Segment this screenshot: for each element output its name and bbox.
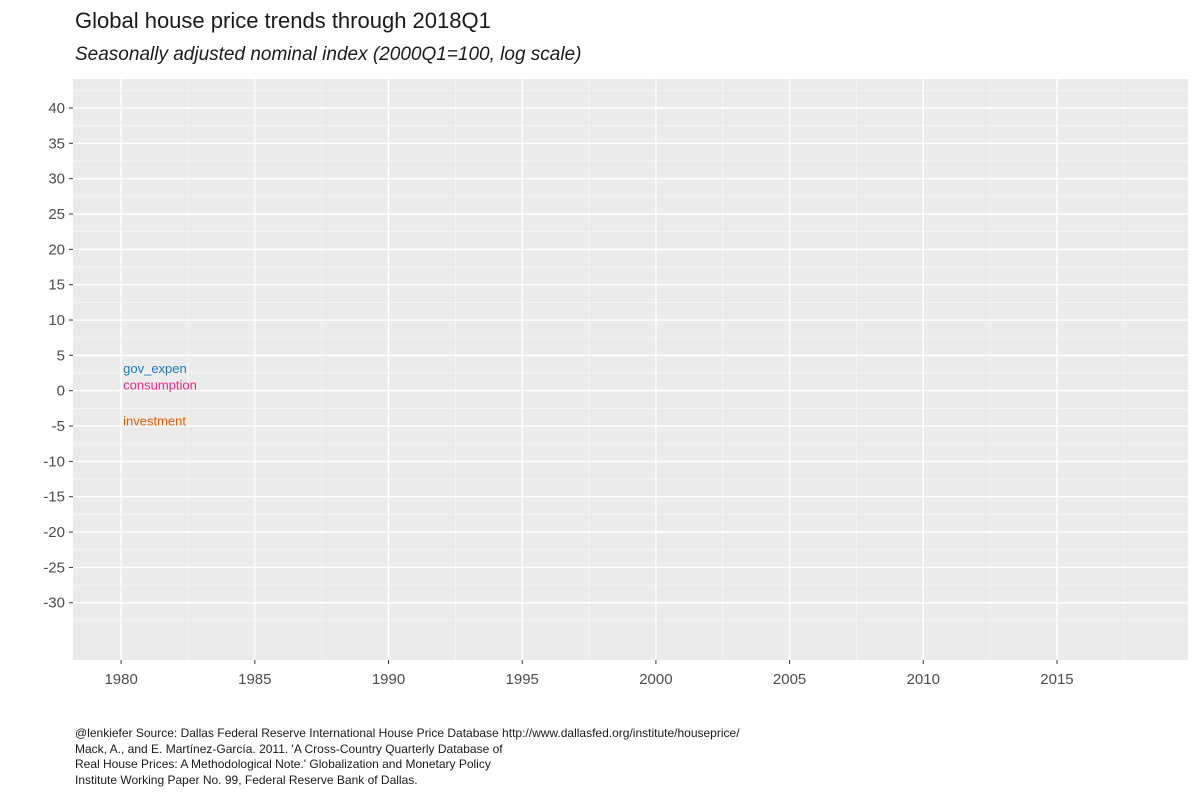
chart-subtitle: Seasonally adjusted nominal index (2000Q… (75, 44, 582, 65)
y-tick-label: 10 (48, 312, 65, 329)
x-tick-label: 2010 (907, 671, 940, 688)
x-tick-label: 1980 (104, 671, 137, 688)
chart-title: Global house price trends through 2018Q1 (75, 8, 491, 33)
caption-line: Mack, A., and E. Martínez-García. 2011. … (75, 741, 503, 756)
y-tick-label: 30 (48, 171, 65, 188)
y-tick-label: 25 (48, 206, 65, 223)
y-tick-label: -5 (52, 418, 65, 435)
y-tick-label: 15 (48, 277, 65, 294)
chart-caption: @lenkiefer Source: Dallas Federal Reserv… (75, 726, 740, 788)
y-tick-label: 35 (48, 135, 65, 152)
caption-line: Institute Working Paper No. 99, Federal … (75, 772, 418, 787)
x-tick-label: 2005 (773, 671, 806, 688)
x-tick-label: 1995 (506, 671, 539, 688)
series-annotation: consumption (123, 377, 197, 392)
x-tick-label: 2015 (1040, 671, 1073, 688)
plot-panel (73, 79, 1188, 660)
caption-line: @lenkiefer Source: Dallas Federal Reserv… (75, 726, 740, 740)
y-tick-label: -30 (43, 595, 65, 612)
y-tick-label: 20 (48, 241, 65, 258)
x-tick-label: 1990 (372, 671, 405, 688)
caption-line: Real House Prices: A Methodological Note… (75, 757, 491, 771)
y-tick-label: -25 (43, 559, 65, 576)
series-annotation: gov_expen (123, 361, 187, 376)
x-tick-label: 1985 (238, 671, 271, 688)
y-tick-label: -15 (43, 489, 65, 506)
series-annotation: investment (123, 413, 186, 428)
y-tick-label: 0 (57, 383, 65, 400)
y-tick-label: -10 (43, 453, 65, 470)
y-tick-label: -20 (43, 524, 65, 541)
y-tick-label: 40 (48, 100, 65, 117)
x-tick-label: 2000 (639, 671, 672, 688)
y-tick-label: 5 (57, 347, 65, 364)
